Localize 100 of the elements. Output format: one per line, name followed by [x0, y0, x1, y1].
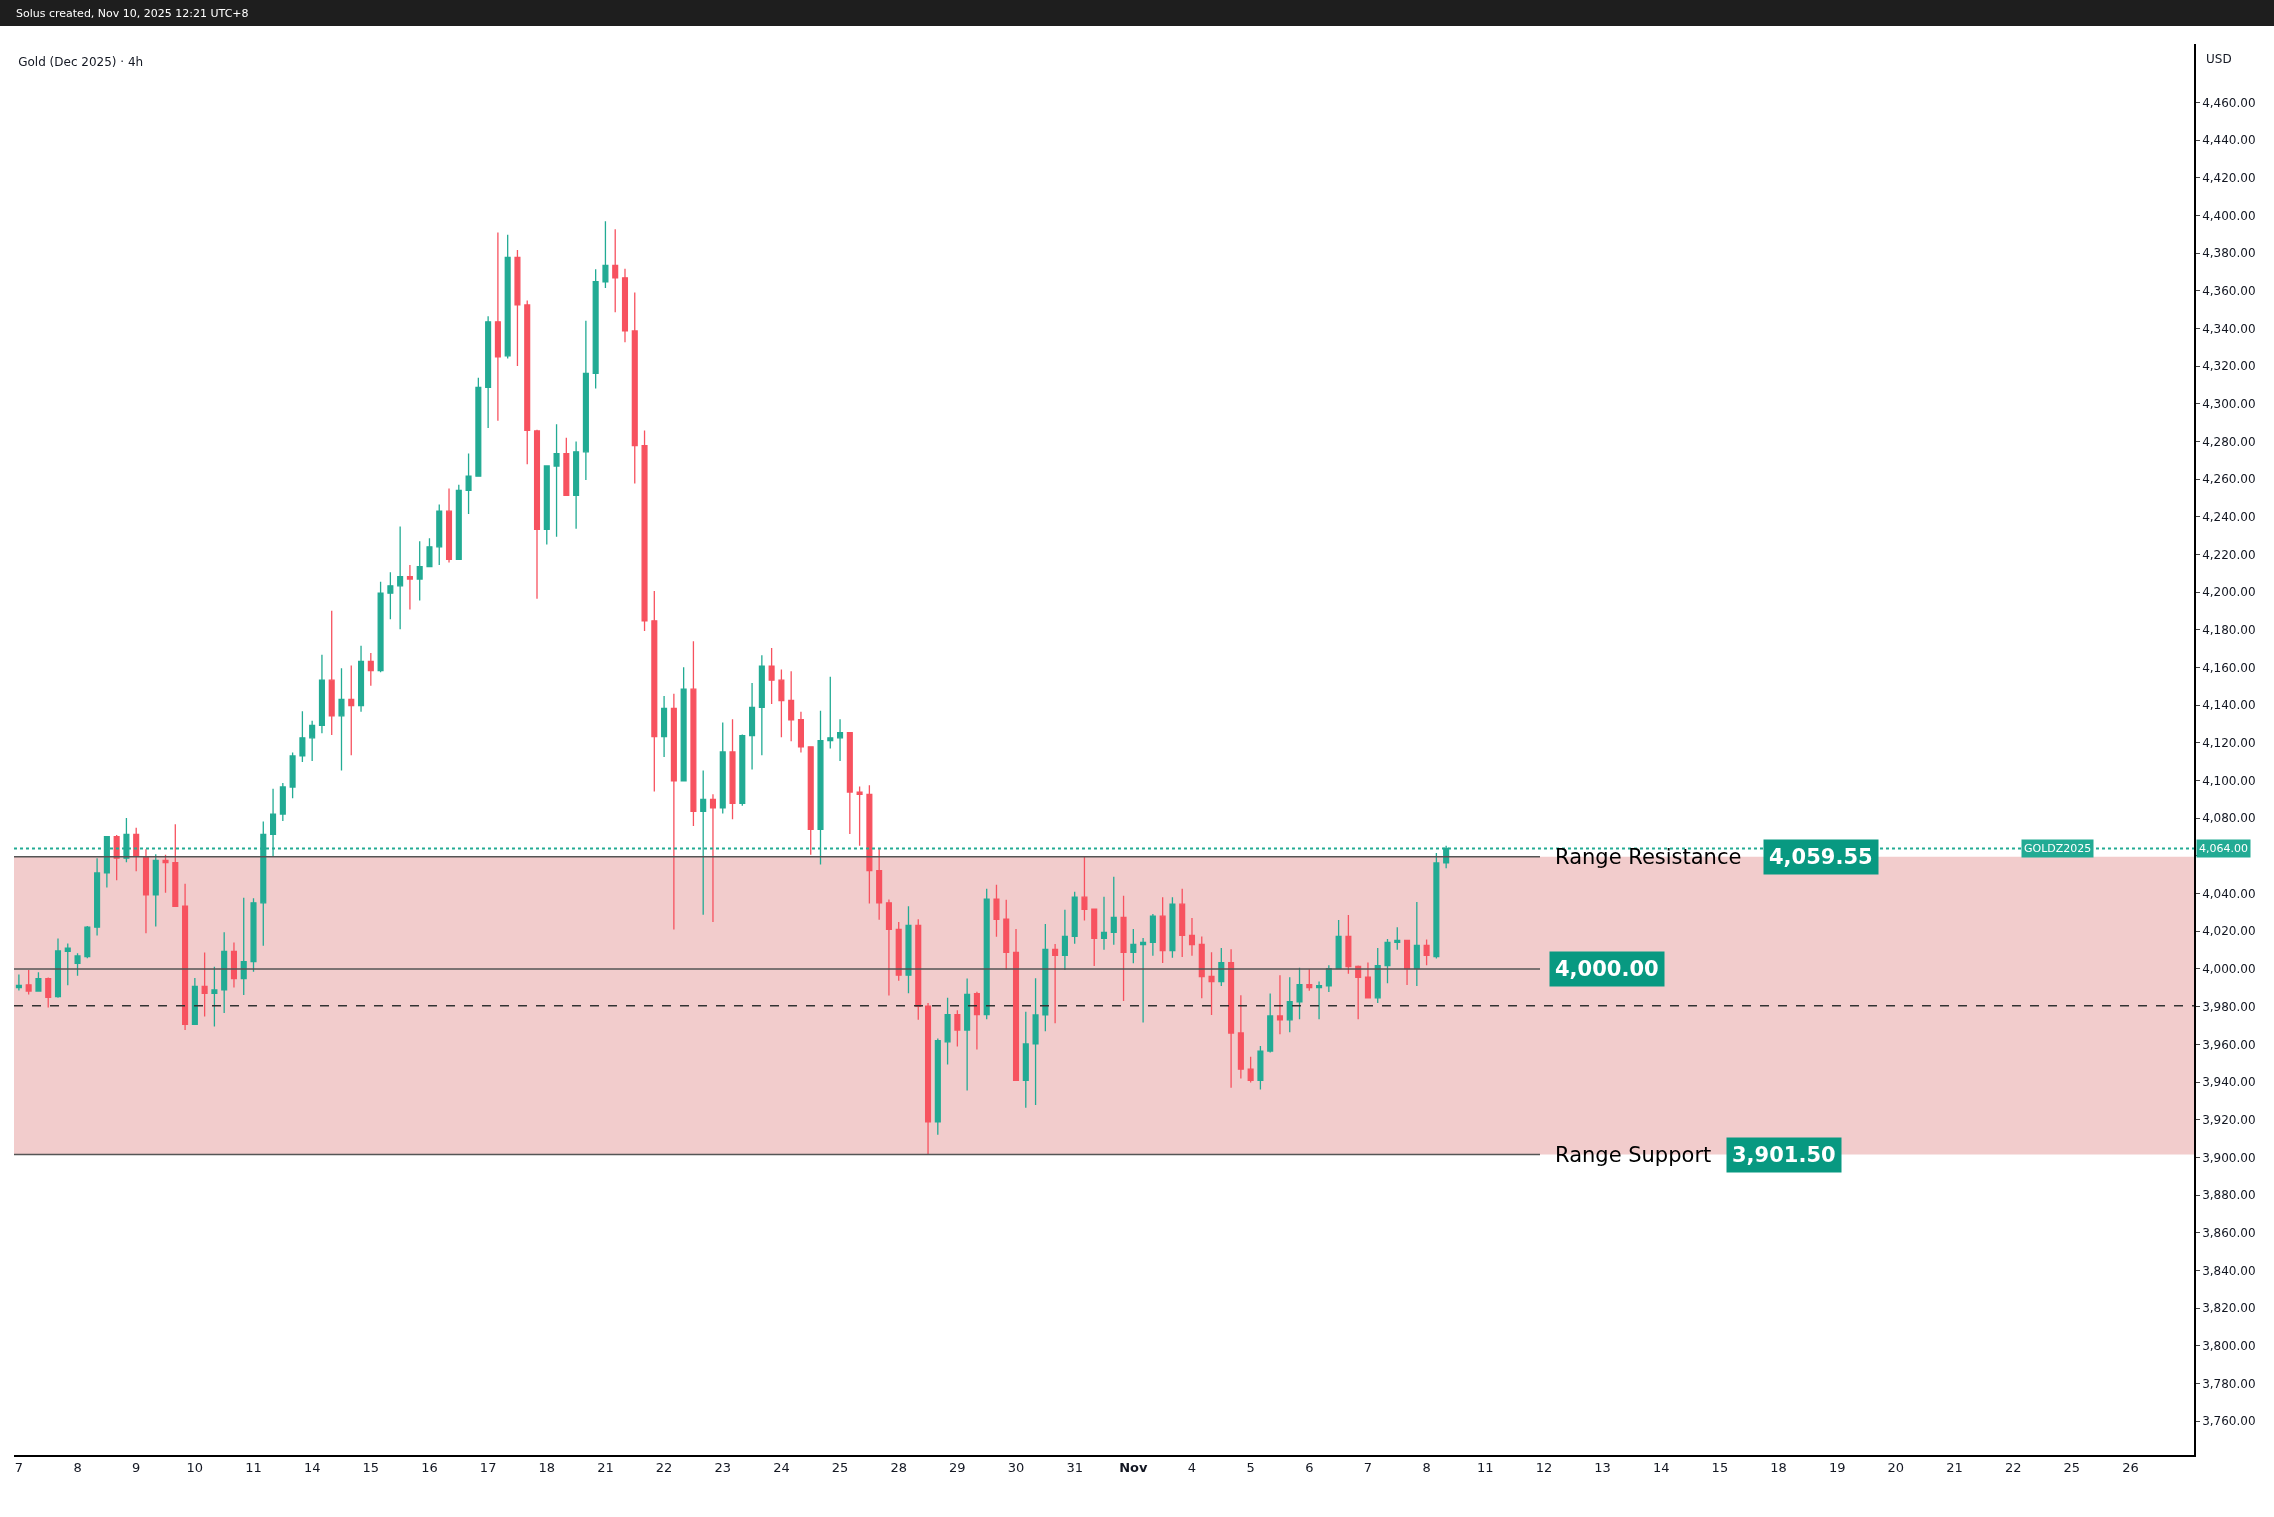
y-tick-label: 4,460.00 [2202, 95, 2256, 110]
candlestick [94, 857, 101, 937]
candlestick [788, 670, 795, 742]
candlestick [514, 249, 521, 367]
candlestick [602, 220, 609, 289]
candlestick [387, 571, 394, 620]
y-tick-label: 4,180.00 [2202, 623, 2256, 638]
y-tick-label: 4,120.00 [2202, 736, 2256, 751]
y-tick-label: 3,880.00 [2202, 1188, 2256, 1203]
candlestick [553, 423, 560, 538]
candlestick [964, 977, 971, 1092]
candlestick [876, 847, 883, 921]
candlestick [612, 228, 619, 313]
candlestick [152, 853, 159, 928]
x-tick-label: 5 [1246, 1460, 1255, 1476]
candlestick [983, 888, 990, 1020]
candlestick [1384, 938, 1391, 984]
text: 4,059.55 [1769, 845, 1873, 869]
candlestick [1052, 943, 1059, 1024]
y-tick-label: 4,220.00 [2202, 547, 2256, 562]
candlestick [563, 437, 570, 497]
y-tick-label: 4,000.00 [2202, 962, 2256, 977]
candlestick [924, 1002, 932, 1156]
candlestick [1140, 937, 1147, 1024]
x-tick-label: 12 [1535, 1460, 1553, 1476]
candlestick [162, 854, 169, 894]
x-tick-label: 23 [714, 1460, 732, 1476]
candlestick [406, 564, 413, 611]
y-tick-label: 3,840.00 [2202, 1263, 2256, 1278]
candlestick [1276, 974, 1284, 1035]
candlestick [328, 610, 335, 736]
candlestick [348, 664, 355, 756]
y-tick-label: 3,920.00 [2202, 1112, 2256, 1127]
candlestick [504, 234, 511, 360]
x-tick-label: 14 [303, 1460, 321, 1476]
candlestick [485, 315, 492, 429]
candlestick [416, 540, 423, 602]
x-tick-label: 21 [1946, 1460, 1963, 1476]
candlestick [1169, 896, 1176, 959]
y-tick-label: 4,420.00 [2202, 170, 2256, 185]
candlestick [54, 937, 62, 999]
candlestick [895, 921, 902, 982]
candlestick [250, 897, 257, 973]
x-tick-label: 4 [1187, 1460, 1197, 1476]
y-tick-label: 3,780.00 [2202, 1376, 2256, 1391]
y-tick-label: 4,380.00 [2202, 246, 2256, 261]
x-tick-label: 22 [655, 1460, 673, 1476]
candlestick [856, 785, 863, 847]
candlestick [582, 320, 589, 481]
candlestick [533, 429, 541, 600]
x-tick-label: 24 [773, 1460, 790, 1476]
candlestick [1110, 876, 1117, 946]
candlestick [885, 898, 892, 997]
candlestick [1012, 928, 1020, 1081]
candlestick [299, 710, 306, 763]
y-tick-label: 3,900.00 [2202, 1150, 2256, 1165]
candlestick [1364, 961, 1371, 999]
candlestick [1179, 888, 1186, 958]
candlestick [1404, 939, 1411, 986]
x-tick-label: 22 [2004, 1460, 2022, 1476]
candlestick [1208, 951, 1215, 1016]
candlestick [74, 952, 81, 977]
y-tick-label: 4,280.00 [2202, 434, 2256, 449]
x-tick-label: 17 [479, 1460, 497, 1476]
candlestick [837, 718, 844, 762]
x-tick-label: 8 [73, 1460, 82, 1476]
candlestick [797, 711, 804, 754]
candlestick [1423, 938, 1430, 966]
text: 3,901.50 [1732, 1143, 1836, 1167]
candlestick [651, 590, 658, 793]
candlestick [494, 231, 501, 422]
candlestick [1042, 923, 1049, 1032]
candlestick [905, 905, 912, 994]
x-tick-label: 26 [2122, 1460, 2139, 1476]
x-tick-label: 25 [2063, 1460, 2081, 1476]
y-tick-label: 4,040.00 [2202, 886, 2256, 901]
candlestick [1433, 852, 1440, 960]
candlestick [778, 668, 785, 738]
text: Range Resistance [1555, 845, 1742, 869]
candlestick [846, 732, 853, 835]
x-tick-label: 19 [1828, 1460, 1846, 1476]
candlestick [768, 647, 775, 705]
y-tick-label: 4,200.00 [2202, 585, 2256, 600]
text: 4,064.00 [2199, 842, 2248, 855]
candlestick [1394, 926, 1401, 951]
x-tick-label: 29 [949, 1460, 966, 1476]
candlestick [1413, 901, 1420, 987]
candlestick [1335, 919, 1342, 970]
y-tick-label: 4,440.00 [2202, 133, 2256, 148]
candlestick [749, 682, 756, 771]
x-tick-label: 13 [1594, 1460, 1611, 1476]
candlestick [1149, 913, 1156, 957]
candlestick [661, 695, 668, 758]
candlestick [524, 299, 531, 465]
candlestick [573, 440, 580, 530]
text: Solus created, Nov 10, 2025 12:21 UTC+8 [16, 7, 249, 20]
candlestick [201, 951, 208, 1018]
x-tick-label: 14 [1652, 1460, 1670, 1476]
candlestick [25, 969, 32, 996]
y-tick-label: 4,020.00 [2202, 924, 2256, 939]
